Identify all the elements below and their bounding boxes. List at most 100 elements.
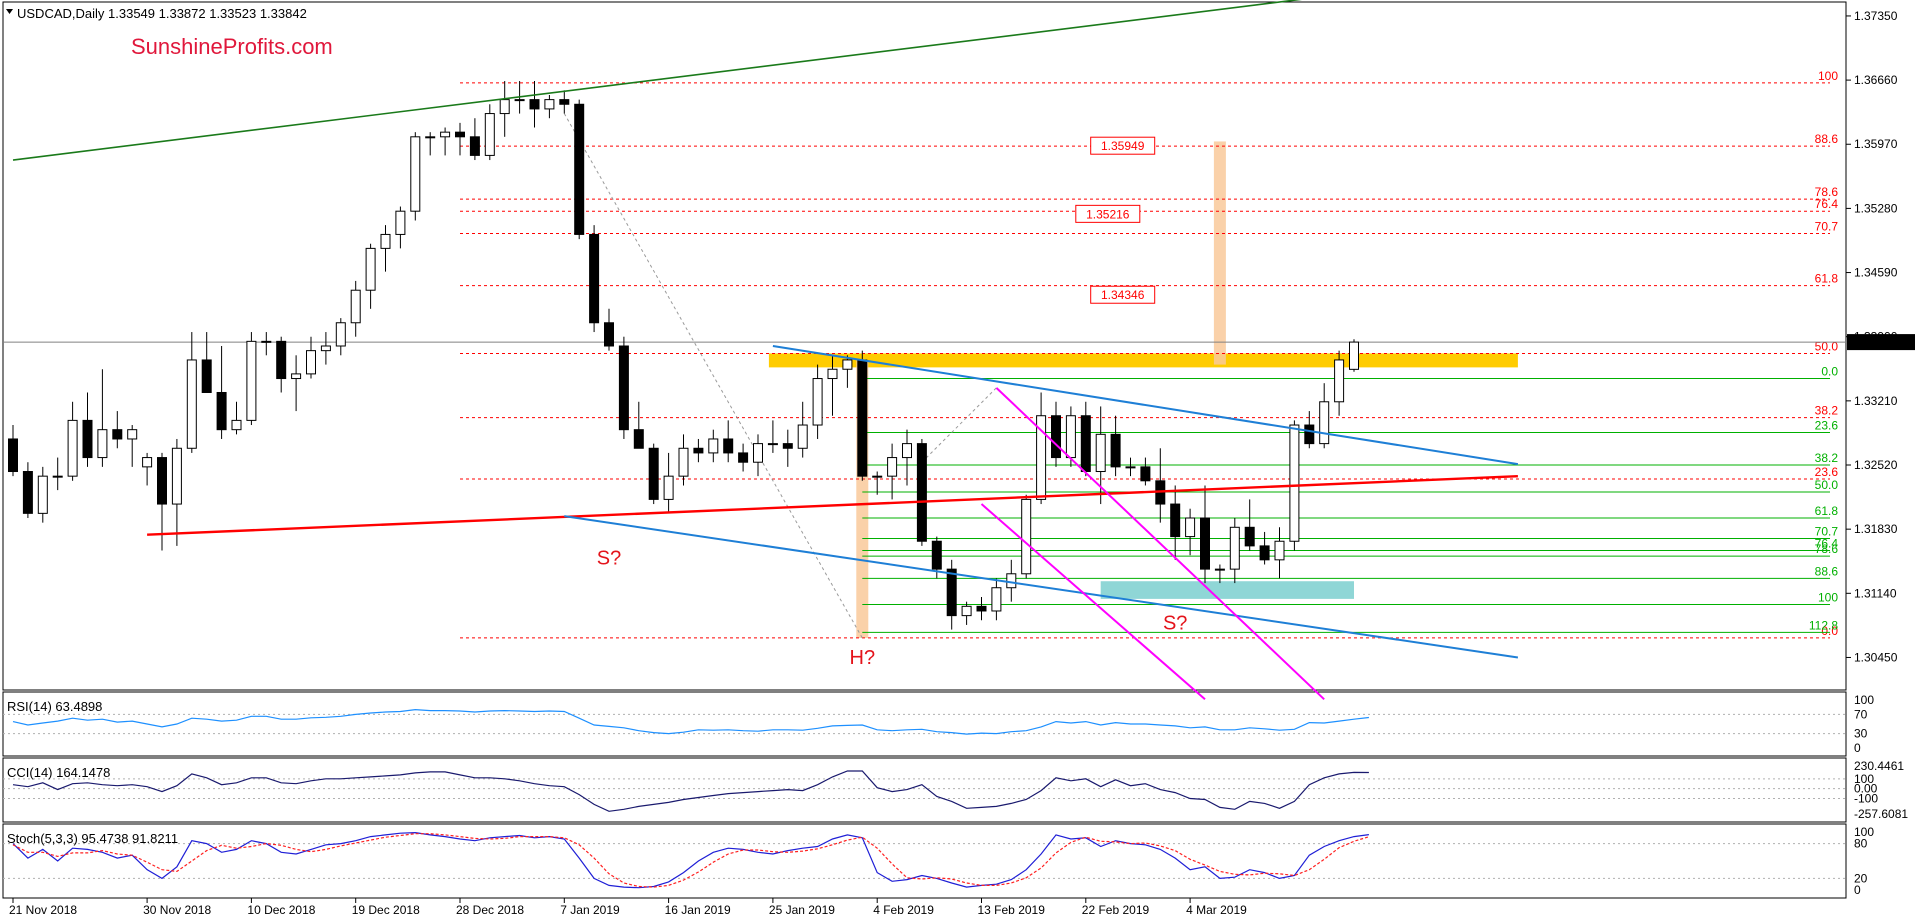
- candle-body: [1289, 424, 1300, 542]
- fib-green-label: 70.7: [1815, 524, 1839, 538]
- candle-body: [842, 359, 853, 370]
- candle-body: [1170, 503, 1181, 538]
- x-tick-label: 10 Dec 2018: [247, 903, 315, 917]
- candle-body: [1319, 401, 1330, 445]
- price-target-label: 1.35216: [1086, 207, 1130, 221]
- candle-body: [37, 475, 48, 514]
- candle-body: [1125, 466, 1136, 469]
- fibonacci-levels: 10088.678.676.470.761.850.038.223.60.00.…: [3, 69, 1846, 639]
- candle-body: [1244, 526, 1255, 547]
- candle-body: [782, 443, 793, 449]
- candle-body: [231, 419, 242, 431]
- candle-body: [335, 322, 346, 347]
- candle-body: [157, 457, 167, 505]
- indicator-panels: 10070300230.44611000.00-100-257.60811008…: [3, 693, 1908, 897]
- candle-body: [1065, 415, 1076, 459]
- indicator-tick-label: 80: [1854, 837, 1868, 851]
- x-tick-label: 13 Feb 2019: [978, 903, 1046, 917]
- candle-body: [425, 136, 436, 139]
- y-tick-label: 1.34590: [1854, 266, 1898, 280]
- price-target-label: 1.34346: [1101, 288, 1145, 302]
- candle-body: [410, 136, 421, 212]
- candle-body: [291, 373, 302, 380]
- candle-body: [827, 368, 838, 380]
- indicator-tick-label: 230.4461: [1854, 759, 1904, 773]
- blue-channel-upper: [772, 345, 1519, 466]
- candle-body: [1185, 517, 1196, 538]
- candle-body: [529, 99, 540, 110]
- rsi-title: RSI(14) 63.4898: [7, 699, 102, 714]
- indicator-tick-label: 100: [1854, 772, 1874, 786]
- candle-body: [857, 359, 868, 477]
- candle-body: [455, 131, 465, 138]
- x-tick-label: 28 Dec 2018: [456, 903, 524, 917]
- neckline: [147, 474, 1518, 536]
- candle-body: [380, 233, 391, 249]
- dropdown-triangle-icon[interactable]: [6, 9, 13, 14]
- candle-body: [1006, 573, 1017, 589]
- candle-body: [604, 322, 614, 347]
- indicator-tick-label: 70: [1854, 707, 1868, 721]
- fib-green-label: 78.6: [1815, 542, 1839, 556]
- fib-red-label: 88.6: [1815, 132, 1839, 146]
- candle-body: [812, 378, 823, 426]
- indicator-tick-label: -100: [1854, 791, 1878, 805]
- candle-body: [902, 443, 912, 459]
- candle-body: [946, 568, 957, 617]
- candle-body: [559, 99, 570, 105]
- candle-body: [276, 340, 287, 380]
- fib-green-label: 50.0: [1815, 478, 1839, 492]
- y-tick-label: 1.32520: [1854, 458, 1898, 472]
- dotted-guide-0: [563, 113, 863, 639]
- indicator-series-d: [12, 833, 1370, 888]
- candle-body: [1051, 415, 1061, 459]
- stoch-title: Stoch(5,3,3) 95.4738 91.8211: [7, 831, 178, 846]
- indicator-tick-label: 100: [1854, 693, 1874, 707]
- candle-body: [618, 345, 629, 431]
- candle-body: [8, 438, 18, 473]
- candle-body: [1021, 498, 1032, 575]
- x-tick-label: 30 Nov 2018: [143, 903, 211, 917]
- candle-body: [395, 210, 406, 235]
- candle-body: [767, 443, 778, 446]
- rsi-panel-frame: [2, 691, 1847, 757]
- y-tick-label: 1.37350: [1854, 9, 1898, 23]
- pattern-annotation: S?: [597, 547, 621, 569]
- y-tick-label: 1.35280: [1854, 201, 1898, 215]
- candle-body: [306, 350, 316, 375]
- candle-body: [753, 443, 763, 463]
- candle-body: [52, 475, 63, 478]
- candlesticks: [8, 81, 1359, 630]
- indicator-series-cci14: [12, 770, 1369, 812]
- candle-body: [1229, 526, 1240, 570]
- indicator-tick-label: 20: [1854, 871, 1868, 885]
- candle-body: [112, 429, 123, 440]
- y-tick-label: 1.35970: [1854, 137, 1898, 151]
- fib-green-label: 76.4: [1815, 537, 1839, 551]
- fib-red-label: 78.6: [1815, 185, 1839, 199]
- fib-green-label: 23.6: [1815, 418, 1839, 432]
- resistance-zone: [768, 353, 1518, 368]
- candle-body: [246, 340, 257, 421]
- brand-watermark: SunshineProfits.com: [131, 34, 333, 59]
- candle-body: [872, 475, 883, 478]
- candle-body: [1200, 517, 1210, 570]
- indicator-series-rsi14: [12, 708, 1369, 735]
- y-tick-label: 1.31830: [1854, 522, 1898, 536]
- price-panel-frame: [2, 1, 1847, 691]
- candle-body: [365, 247, 376, 291]
- fib-green-label: 88.6: [1815, 564, 1839, 578]
- candle-body: [216, 391, 227, 431]
- candle-body: [201, 359, 212, 393]
- x-tick-label: 22 Feb 2019: [1082, 903, 1150, 917]
- symbol-header: USDCAD,Daily 1.33549 1.33872 1.33523 1.3…: [17, 6, 307, 21]
- candle-body: [22, 471, 33, 514]
- fib-green-label: 100: [1818, 590, 1838, 604]
- x-tick-label: 19 Dec 2018: [352, 903, 420, 917]
- candle-body: [1140, 466, 1151, 482]
- candle-body: [678, 447, 689, 477]
- x-tick-label: 21 Nov 2018: [9, 903, 77, 917]
- indicator-tick-label: 0: [1854, 883, 1861, 897]
- candle-body: [67, 419, 78, 477]
- magenta-channel-lower: [980, 503, 1206, 701]
